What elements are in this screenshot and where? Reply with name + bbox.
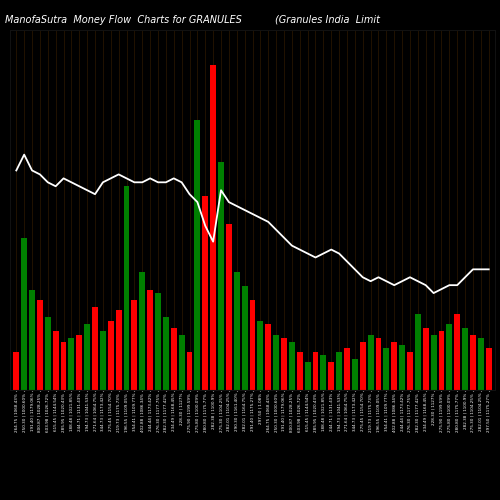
Bar [281,338,287,390]
Bar [312,352,318,390]
Bar [60,342,66,390]
Bar [478,338,484,390]
Bar [289,342,295,390]
Bar [171,328,176,390]
Bar [234,272,239,390]
Bar [407,352,413,390]
Bar [14,352,20,390]
Bar [52,331,59,390]
Bar [21,238,27,390]
Bar [430,334,436,390]
Bar [45,318,51,390]
Bar [147,290,153,390]
Bar [486,348,492,390]
Bar [368,334,374,390]
Text: (Granules India  Limit: (Granules India Limit [275,15,380,25]
Bar [194,120,200,390]
Bar [297,352,302,390]
Bar [344,348,350,390]
Bar [360,342,366,390]
Text: ManofaSutra  Money Flow  Charts for GRANULES: ManofaSutra Money Flow Charts for GRANUL… [5,15,242,25]
Bar [376,338,382,390]
Bar [226,224,232,390]
Bar [140,272,145,390]
Bar [399,345,405,390]
Bar [124,186,130,390]
Bar [202,196,208,390]
Bar [304,362,310,390]
Bar [438,331,444,390]
Bar [446,324,452,390]
Bar [462,328,468,390]
Bar [328,362,334,390]
Bar [100,331,106,390]
Bar [423,328,428,390]
Bar [108,321,114,390]
Bar [84,324,90,390]
Bar [178,334,184,390]
Bar [384,348,390,390]
Bar [392,342,397,390]
Bar [76,334,82,390]
Bar [258,321,264,390]
Bar [29,290,35,390]
Bar [242,286,248,390]
Bar [470,334,476,390]
Bar [218,162,224,390]
Bar [273,334,279,390]
Bar [163,318,169,390]
Bar [415,314,421,390]
Bar [210,64,216,390]
Bar [37,300,43,390]
Bar [320,356,326,390]
Bar [186,352,192,390]
Bar [155,293,161,390]
Bar [266,324,271,390]
Bar [454,314,460,390]
Bar [92,307,98,390]
Bar [336,352,342,390]
Bar [68,338,74,390]
Bar [116,310,121,390]
Bar [250,300,256,390]
Bar [132,300,138,390]
Bar [352,359,358,390]
